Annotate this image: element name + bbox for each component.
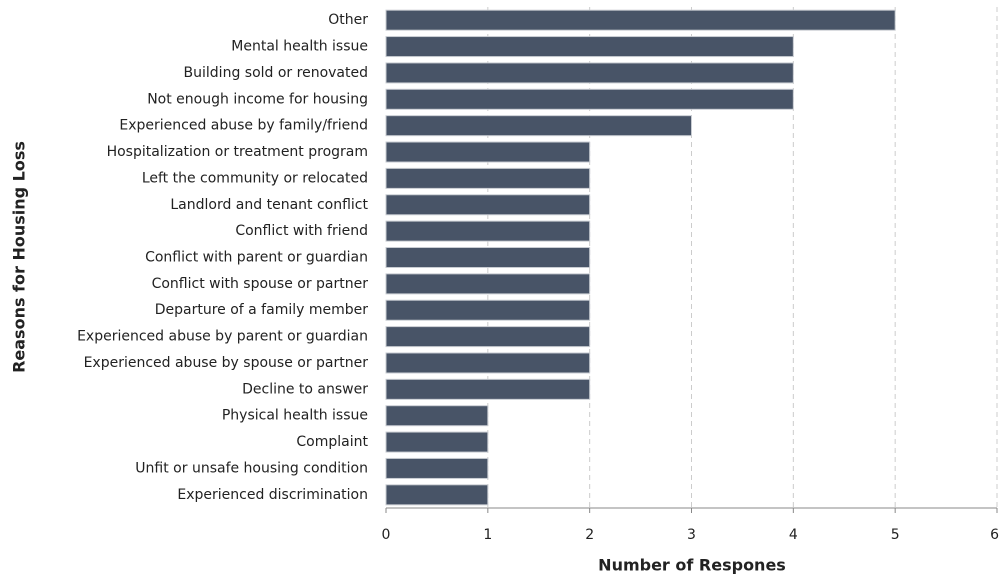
y-tick-label: Mental health issue (231, 39, 368, 55)
y-tick-label: Complaint (296, 434, 368, 450)
bar (385, 88, 794, 110)
bar (385, 9, 896, 31)
y-tick-label: Unfit or unsafe housing condition (135, 460, 368, 476)
y-tick-label: Decline to answer (242, 381, 368, 397)
x-tick-label: 3 (687, 527, 696, 543)
bar (385, 273, 591, 295)
bar (385, 405, 489, 427)
y-tick-label: Left the community or relocated (142, 170, 368, 186)
y-tick-label: Building sold or renovated (184, 65, 368, 81)
y-tick-label: Physical health issue (222, 408, 368, 424)
x-tick-label: 6 (990, 527, 999, 543)
y-tick-label: Departure of a family member (155, 302, 369, 318)
bar (385, 378, 591, 400)
bar (385, 247, 591, 268)
y-tick-label: Hospitalization or treatment program (107, 144, 368, 160)
bar (385, 115, 692, 137)
bar (385, 484, 489, 506)
bar (385, 352, 591, 374)
bar (385, 194, 591, 216)
y-tick-label: Experienced abuse by family/friend (119, 118, 368, 134)
y-tick-label: Conflict with spouse or partner (152, 276, 369, 292)
bar (385, 62, 794, 84)
bar (385, 220, 591, 242)
y-axis-title: Reasons for Housing Loss (10, 141, 29, 373)
y-tick-label: Conflict with friend (235, 223, 368, 239)
y-tick-label: Conflict with parent or guardian (145, 250, 368, 266)
x-tick-label: 1 (483, 527, 492, 543)
x-axis-title: Number of Respones (598, 556, 786, 575)
y-tick-label: Landlord and tenant conflict (170, 197, 368, 213)
y-tick-label: Not enough income for housing (147, 91, 368, 107)
x-tick-label: 0 (382, 527, 391, 543)
bar (385, 299, 591, 321)
y-tick-label: Experienced discrimination (177, 487, 368, 503)
bar (385, 141, 591, 163)
x-tick-label: 4 (789, 527, 798, 543)
bar (385, 326, 591, 348)
bar (385, 167, 591, 189)
x-tick-label: 2 (585, 527, 594, 543)
x-tick-label: 5 (891, 527, 900, 543)
bar (385, 431, 489, 453)
y-tick-label: Experienced abuse by parent or guardian (77, 329, 368, 345)
bar (385, 36, 794, 58)
y-tick-label: Experienced abuse by spouse or partner (84, 355, 369, 371)
y-tick-label: Other (328, 12, 368, 28)
bar (385, 457, 489, 479)
